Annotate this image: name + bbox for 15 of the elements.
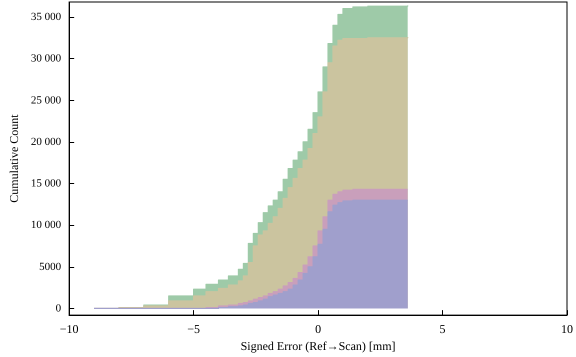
y-tick-label: 15 000: [30, 178, 62, 190]
x-tick-label: −10: [60, 322, 79, 336]
y-tick-label: 20 000: [30, 136, 62, 148]
x-tick-label: 5: [440, 322, 446, 336]
y-tick-label: 35 000: [30, 10, 62, 23]
y-axis-title: Cumulative Count: [7, 114, 21, 203]
x-tick-label: 10: [561, 322, 573, 336]
y-tick-label: 0: [56, 302, 62, 314]
y-tick-label: 30 000: [30, 52, 62, 65]
y-tick-label: 25 000: [30, 94, 62, 106]
y-tick-label: 5000: [39, 260, 62, 273]
y-tick-label: 10 000: [30, 219, 62, 232]
x-tick-label: −5: [187, 322, 200, 336]
x-axis-title: Signed Error (Ref→Scan) [mm]: [240, 339, 396, 353]
x-tick-label: 0: [315, 322, 322, 336]
